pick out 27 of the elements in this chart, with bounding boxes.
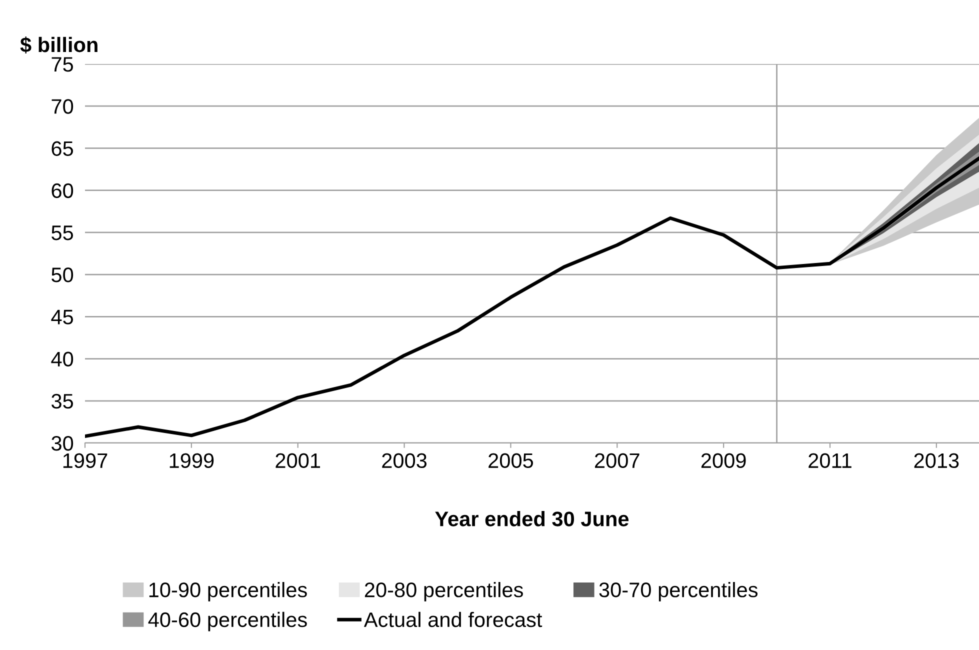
y-axis-title: $ billion bbox=[20, 36, 98, 54]
line-series bbox=[85, 156, 979, 438]
legend-label: 40-60 percentiles bbox=[148, 612, 307, 632]
x-tick-label: 2007 bbox=[595, 453, 640, 468]
x-tick-label: 2011 bbox=[808, 453, 852, 468]
x-tick-label: 2005 bbox=[488, 453, 534, 468]
y-tick-label: 65 bbox=[52, 141, 74, 156]
x-tick-label: 2013 bbox=[914, 453, 959, 468]
legend-label: 10-90 percentiles bbox=[149, 582, 307, 602]
x-tick-label: 1999 bbox=[170, 453, 214, 468]
y-tick-label: 40 bbox=[51, 352, 74, 367]
x-axis-title: Year ended 30 June bbox=[435, 511, 629, 526]
legend-label: Actual and forecast bbox=[364, 612, 542, 628]
y-tick-label: 45 bbox=[51, 310, 74, 324]
y-tick-label: 30 bbox=[52, 436, 74, 451]
y-tick-label: 50 bbox=[52, 268, 74, 282]
x-tick-label: 2001 bbox=[276, 453, 320, 468]
legend-label: 20-80 percentiles bbox=[364, 582, 523, 602]
x-tick-label: 2003 bbox=[382, 453, 427, 468]
legend-label: 30-70 percentiles bbox=[599, 582, 758, 602]
x-tick-label: 2009 bbox=[701, 453, 746, 468]
y-tick-label: 75 bbox=[52, 57, 74, 72]
y-tick-label: 55 bbox=[52, 226, 74, 240]
x-tick-label: 1997 bbox=[63, 453, 108, 468]
y-tick-label: 35 bbox=[52, 394, 74, 409]
y-tick-label: 60 bbox=[52, 183, 74, 198]
y-tick-label: 70 bbox=[52, 99, 74, 114]
